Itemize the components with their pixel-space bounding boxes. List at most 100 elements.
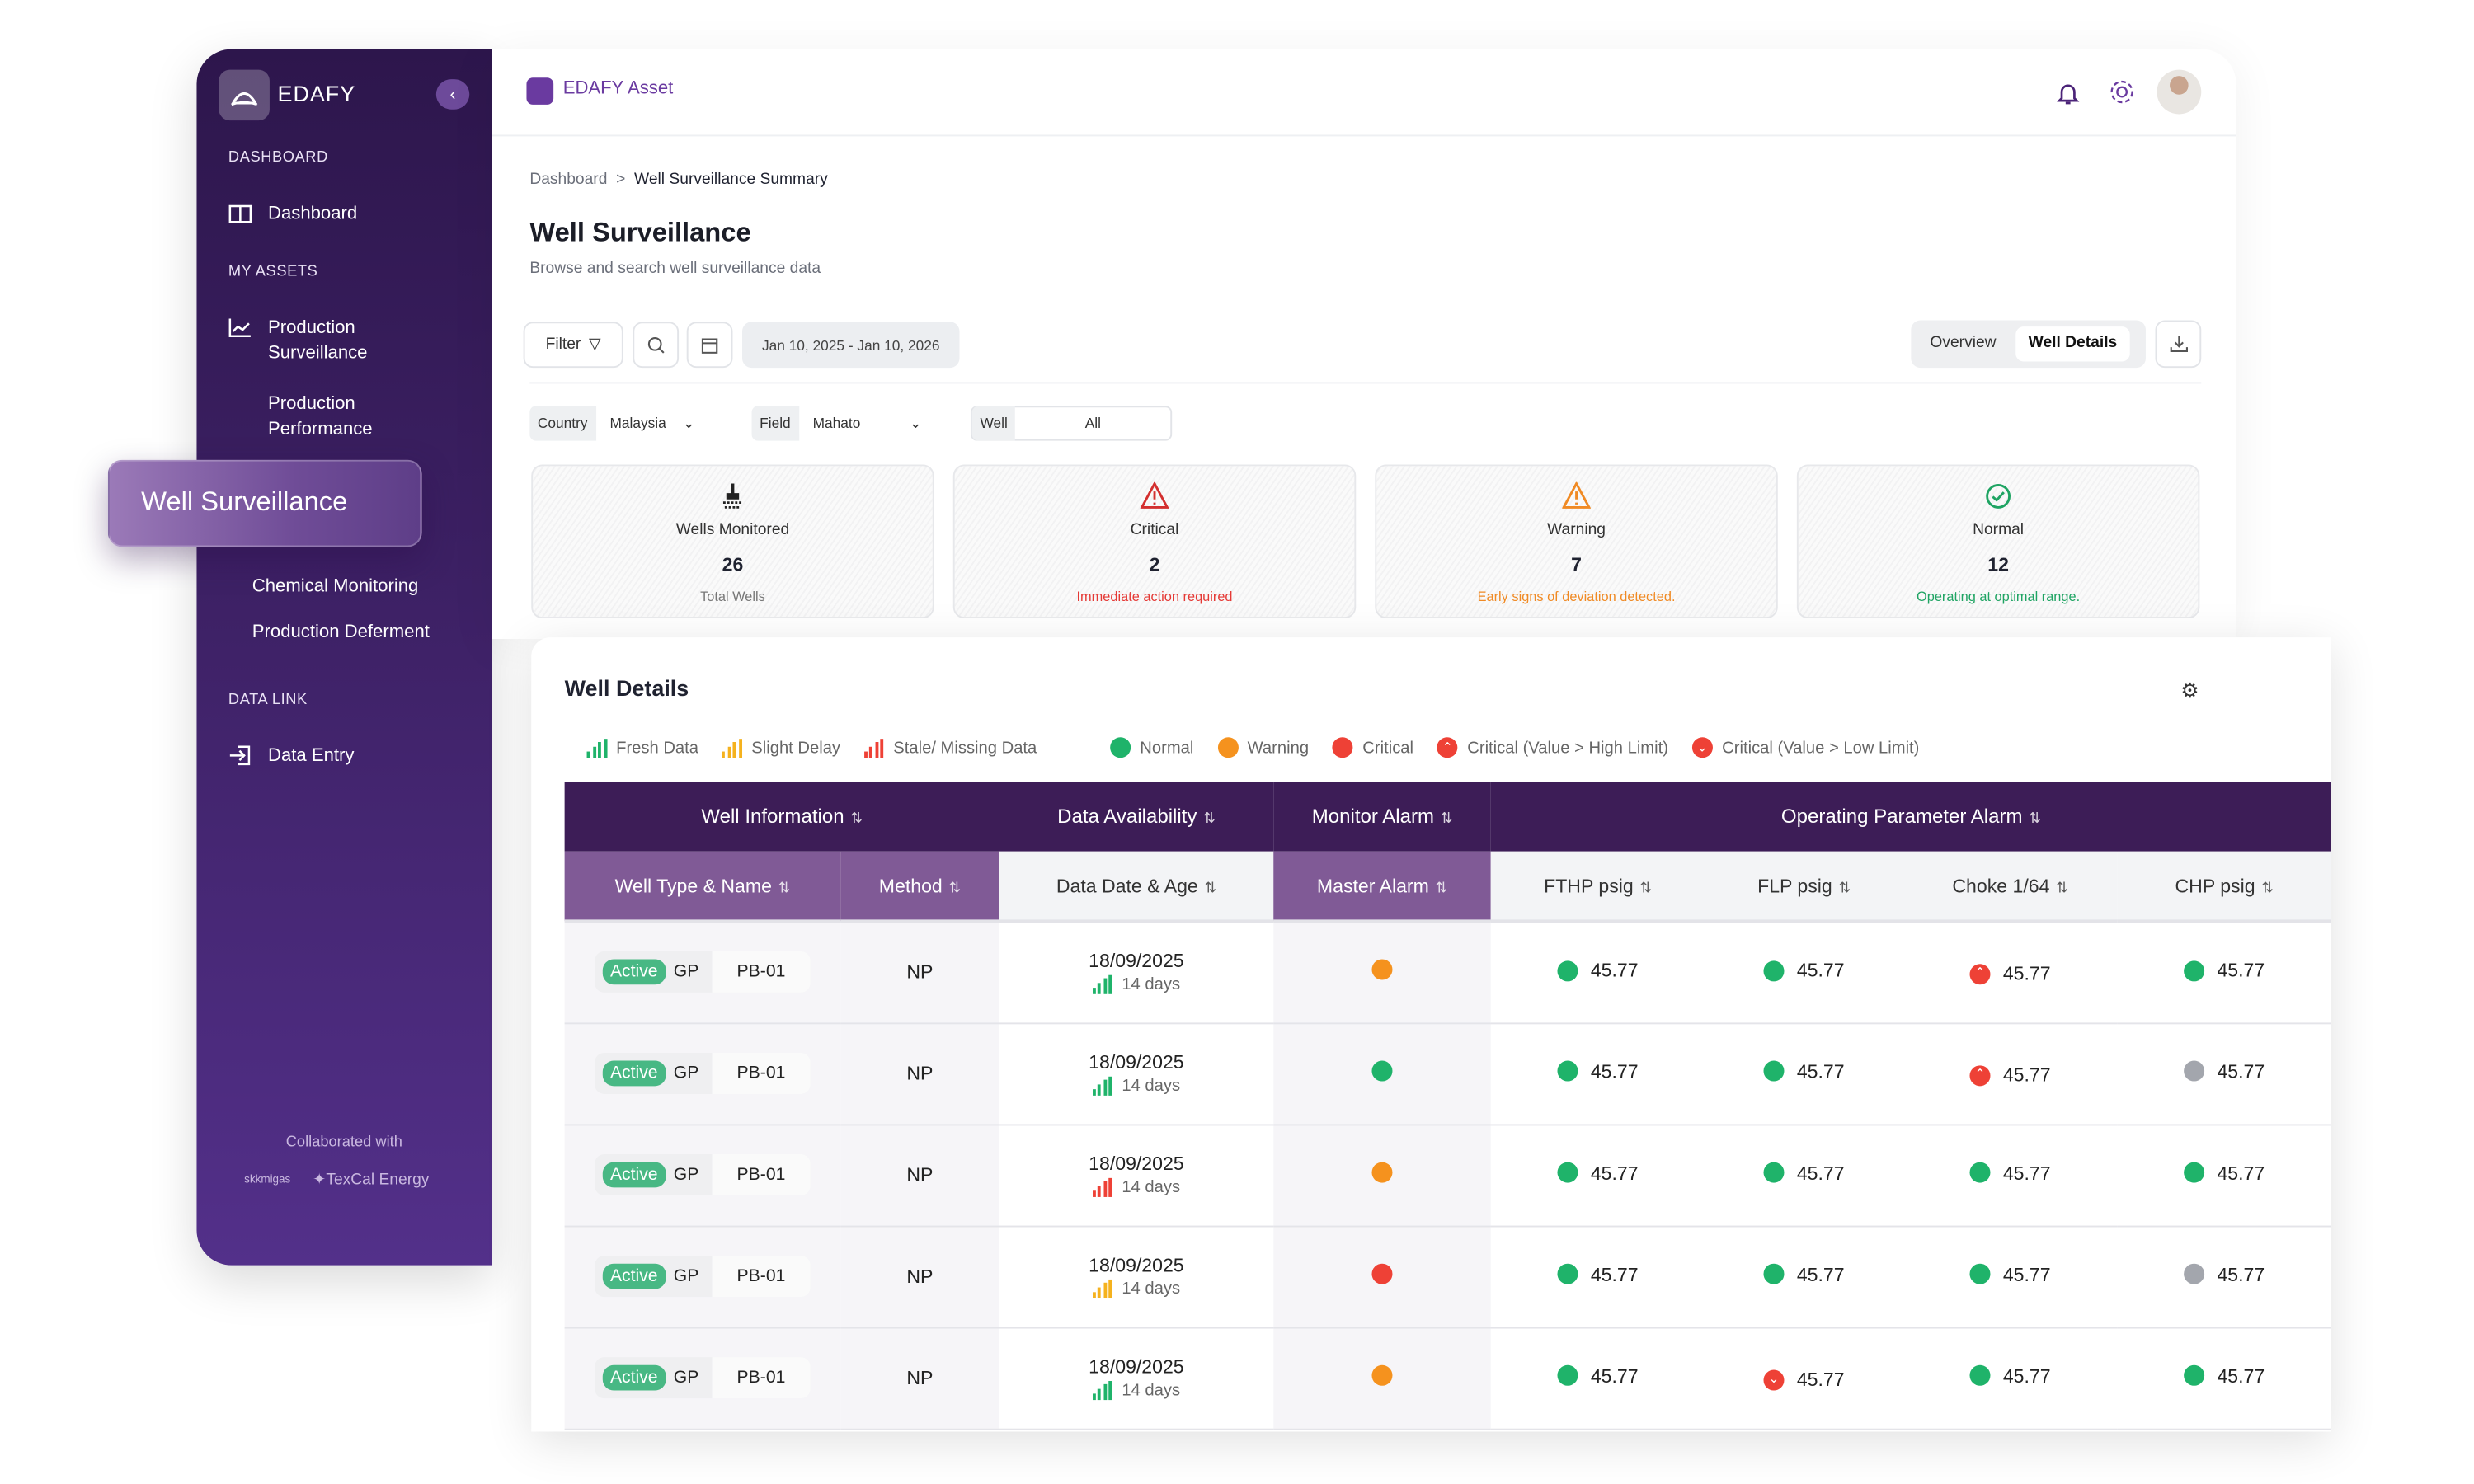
sidebar-item-data-entry[interactable]: Data Entry (228, 744, 355, 769)
parameter-cell: 45.77 (1903, 1225, 2118, 1328)
sidebar-item-production-surveillance[interactable]: Production Surveillance (228, 316, 395, 367)
parameter-cell: 45.77 (1490, 1022, 1705, 1125)
card-label: Warning (1547, 521, 1606, 539)
column-header-2[interactable]: Data Date & Age ⇅ (999, 851, 1274, 923)
column-header-3[interactable]: Master Alarm ⇅ (1273, 851, 1491, 923)
table-row[interactable]: Active GP PB-01 NP 18/09/2025 14 days 45.77… (564, 1022, 2331, 1125)
parameter-cell: 45.77 (2117, 921, 2331, 1024)
group-monitor-alarm[interactable]: Monitor Alarm ⇅ (1273, 782, 1491, 852)
master-alarm-cell (1273, 1225, 1491, 1328)
well-select[interactable]: Well All (970, 406, 1173, 441)
column-header-0[interactable]: Well Type & Name ⇅ (564, 851, 841, 923)
sort-icon: ⇅ (948, 879, 961, 895)
status-badge: Active (602, 1060, 666, 1087)
table-settings-gear-icon[interactable]: ⚙ (2180, 679, 2199, 702)
breadcrumb-current: Well Surveillance Summary (634, 171, 828, 189)
collapse-sidebar-button[interactable]: ‹ (435, 79, 470, 110)
oil-well-icon (533, 482, 933, 514)
sidebar-item-production-performance[interactable]: Production Performance (268, 394, 373, 439)
status-dot-normal-icon (1557, 1061, 1578, 1082)
card-label: Critical (1130, 521, 1179, 539)
sidebar-item-production-deferment[interactable]: Production Deferment (252, 622, 430, 642)
group-operating-parameter-alarm[interactable]: Operating Parameter Alarm ⇅ (1490, 782, 2331, 852)
parameter-cell: 45.77 (1705, 1022, 1903, 1125)
filter-button[interactable]: Filter ▽ (523, 322, 623, 369)
status-dot-warning-icon (1371, 959, 1393, 980)
sidebar-item-well-surveillance-active[interactable]: Well Surveillance (107, 459, 422, 547)
field-select[interactable]: Field Mahato ⌄ (751, 406, 922, 441)
parameter-cell: 45.77 (1490, 1225, 1705, 1328)
well-type-name-cell: Active GP PB-01 (564, 1327, 841, 1430)
chevron-down-icon: ⌄ (909, 414, 922, 431)
app-title: EDAFY Asset (562, 79, 674, 99)
status-card-warning[interactable]: Warning 7 Early signs of deviation detecte… (1375, 464, 1778, 619)
column-header-4[interactable]: FTHP psig ⇅ (1490, 851, 1705, 923)
card-value: 12 (1987, 553, 2009, 576)
status-dot-normal-icon (1763, 960, 1785, 981)
section-data-link: DATA LINK (228, 691, 308, 709)
signal-bars-fresh-icon (1092, 1076, 1112, 1096)
well-name: PB-01 (711, 1154, 811, 1196)
table-row[interactable]: Active GP PB-01 NP 18/09/2025 14 days 45.77… (564, 1225, 2331, 1328)
calendar-button[interactable] (686, 322, 733, 369)
status-dot-critical-icon (1332, 737, 1353, 758)
signal-bars-slight-icon (1092, 1279, 1112, 1299)
page-subtitle: Browse and search well surveillance data (529, 260, 821, 278)
check-circle-icon (1799, 482, 2199, 514)
signal-bars-fresh-icon (586, 738, 607, 758)
divider (529, 382, 2202, 384)
gear-icon[interactable] (2108, 77, 2137, 106)
master-alarm-cell (1273, 1022, 1491, 1125)
well-type-name-cell: Active GP PB-01 (564, 1022, 841, 1125)
parameter-cell: 45.77 (2117, 1327, 2331, 1430)
method-cell: NP (840, 1124, 999, 1227)
master-alarm-cell (1273, 921, 1491, 1024)
parameter-cell: ⌄ 45.77 (1705, 1327, 1903, 1430)
status-dot-normal-icon (1969, 1162, 1991, 1184)
search-button[interactable] (633, 322, 680, 369)
status-card-critical[interactable]: Critical 2 Immediate action required (952, 464, 1357, 619)
sidebar-item-label: Data Entry (268, 746, 355, 766)
bell-icon[interactable] (2057, 81, 2080, 106)
book-icon (228, 204, 252, 223)
status-card-normal[interactable]: Normal 12 Operating at optimal range. (1796, 464, 2200, 619)
parameter-cell: 45.77 (2117, 1022, 2331, 1125)
table-row[interactable]: Active GP PB-01 NP 18/09/2025 14 days 45.77… (564, 921, 2331, 1024)
card-value: 7 (1571, 553, 1582, 576)
status-dot-normal-icon (1763, 1162, 1785, 1184)
breadcrumb-dashboard[interactable]: Dashboard (529, 171, 608, 189)
group-well-information[interactable]: Well Information ⇅ (564, 782, 999, 852)
well-type-name-cell: Active GP PB-01 (564, 921, 841, 1024)
card-value: 26 (722, 553, 744, 576)
sidebar-item-dashboard[interactable]: Dashboard (228, 201, 357, 227)
country-select[interactable]: Country Malaysia ⌄ (529, 406, 694, 441)
table-row[interactable]: Active GP PB-01 NP 18/09/2025 14 days 45.77… (564, 1124, 2331, 1227)
signal-bars-stale-icon (863, 738, 884, 758)
status-dot-normal-icon (1557, 1365, 1578, 1387)
brand-name: EDAFY (277, 81, 356, 106)
parameter-cell: ⌃ 45.77 (1903, 921, 2118, 1024)
status-card-wells-monitored[interactable]: Wells Monitored 26 Total Wells (531, 464, 934, 619)
sort-icon: ⇅ (2056, 879, 2068, 895)
status-dot-normal-icon (1371, 1060, 1393, 1082)
tab-overview[interactable]: Overview (1930, 334, 1997, 352)
download-icon (2169, 336, 2188, 353)
status-badge: Active (602, 959, 666, 985)
group-data-availability[interactable]: Data Availability ⇅ (999, 782, 1274, 852)
method-cell: NP (840, 1225, 999, 1328)
column-header-5[interactable]: FLP psig ⇅ (1705, 851, 1903, 923)
column-header-1[interactable]: Method ⇅ (840, 851, 999, 923)
section-my-assets: MY ASSETS (228, 263, 318, 281)
sidebar-item-chemical-monitoring[interactable]: Chemical Monitoring (252, 577, 419, 597)
sort-icon: ⇅ (1204, 879, 1216, 895)
sort-icon: ⇅ (1838, 879, 1851, 895)
column-header-7[interactable]: CHP psig ⇅ (2117, 851, 2331, 923)
user-avatar[interactable] (2157, 69, 2202, 115)
column-header-6[interactable]: Choke 1/64 ⇅ (1903, 851, 2118, 923)
card-label: Wells Monitored (675, 521, 790, 539)
tab-well-details[interactable]: Well Details (2015, 326, 2130, 362)
partner-logos: skkmigas ✦TexCal Energy (244, 1172, 429, 1189)
download-button[interactable] (2155, 320, 2202, 369)
table-row[interactable]: Active GP PB-01 NP 18/09/2025 14 days 45.77… (564, 1327, 2331, 1430)
date-range-input[interactable]: Jan 10, 2025 - Jan 10, 2026 (742, 322, 960, 369)
